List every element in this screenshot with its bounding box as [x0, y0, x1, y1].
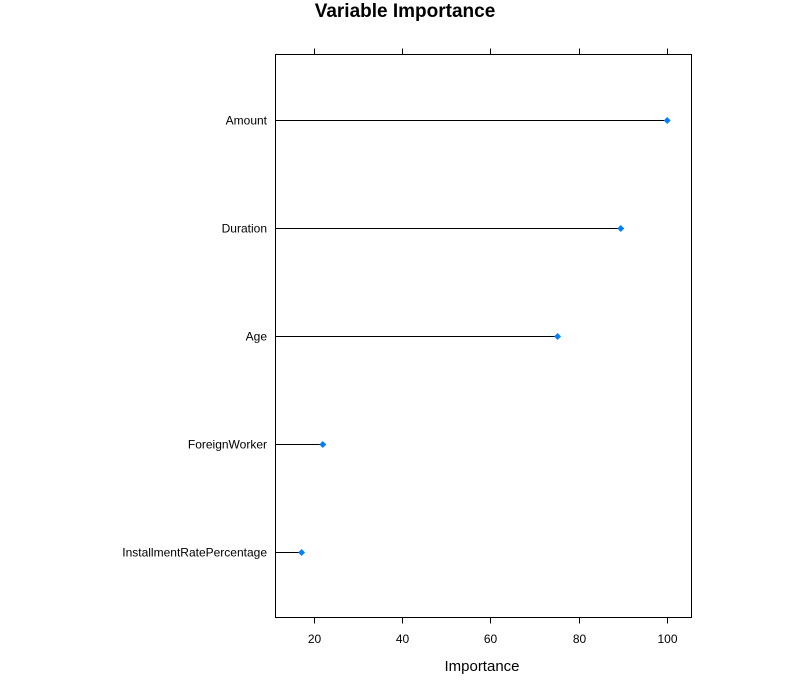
importance-point: [319, 440, 327, 449]
bottom-axis: 20 40 60 80 100: [308, 617, 678, 646]
plot-marks: Amount Duration Age ForeignWorker Installmen…: [122, 114, 671, 560]
importance-point: [298, 548, 306, 557]
x-tick-label: 100: [657, 632, 677, 646]
importance-point: [553, 332, 562, 341]
x-tick-label: 60: [484, 632, 498, 646]
category-label: Duration: [222, 222, 267, 236]
top-axis: [314, 48, 668, 55]
category-label: ForeignWorker: [188, 438, 267, 452]
importance-point: [617, 224, 625, 233]
category-label: Age: [246, 330, 268, 344]
chart-title: Variable Importance: [315, 1, 496, 22]
x-tick-label: 80: [573, 632, 587, 646]
x-tick-label: 40: [396, 632, 410, 646]
x-tick-label: 20: [308, 632, 322, 646]
category-label: InstallmentRatePercentage: [122, 546, 267, 560]
x-axis-title: Importance: [444, 658, 519, 675]
category-label: Amount: [226, 114, 268, 128]
importance-point: [663, 116, 671, 125]
